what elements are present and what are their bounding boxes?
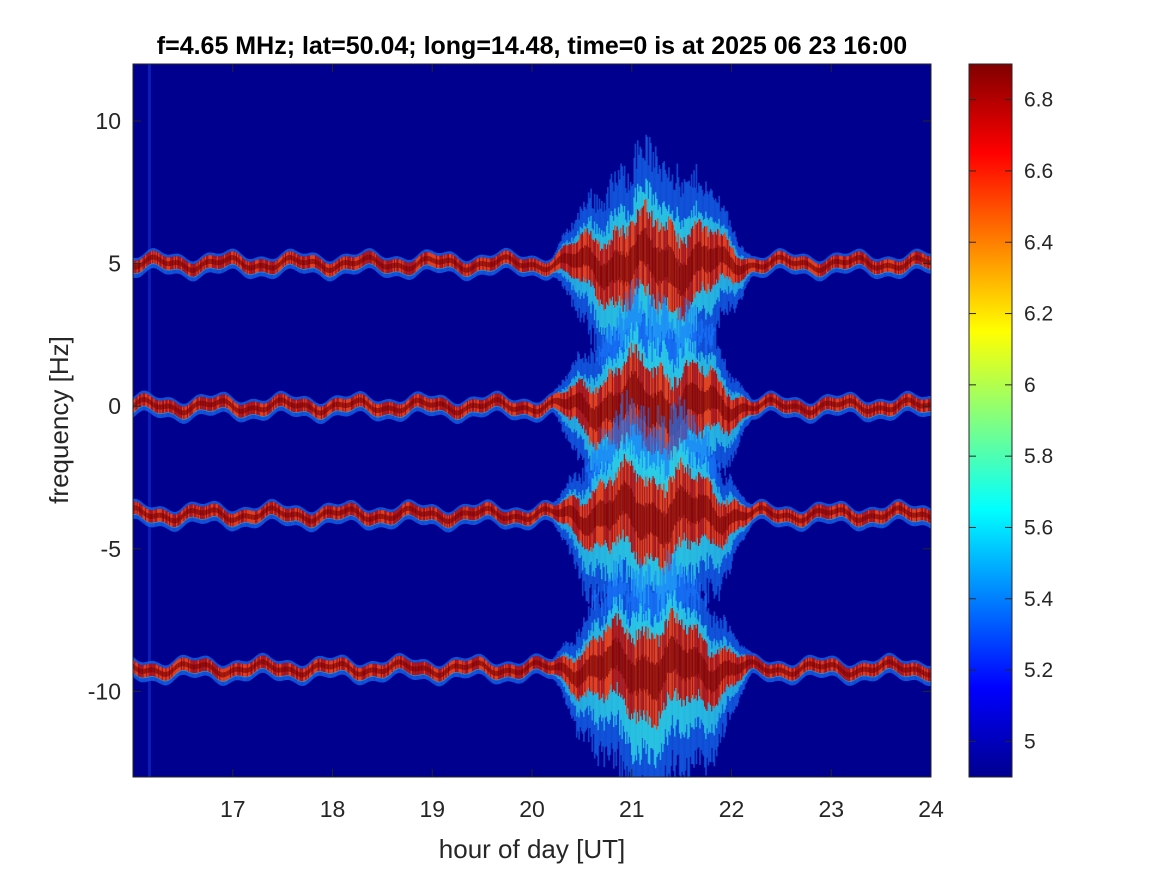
x-tick-label: 19 <box>419 796 445 822</box>
x-tick-label: 22 <box>719 796 745 822</box>
colorbar-tick-label: 6.6 <box>1024 160 1053 183</box>
colorbar-tick-label: 6.4 <box>1024 231 1054 254</box>
y-tick-label: 0 <box>108 393 121 419</box>
colorbar-tick-label: 6.2 <box>1024 303 1053 326</box>
x-axis-label: hour of day [UT] <box>439 834 625 864</box>
y-tick-label: 5 <box>108 251 121 277</box>
x-tick-label: 18 <box>320 796 346 822</box>
x-tick-label: 24 <box>918 796 944 822</box>
y-tick-label: 10 <box>95 108 121 134</box>
chart-title: f=4.65 MHz; lat=50.04; long=14.48, time=… <box>157 32 907 60</box>
colorbar-tick-label: 6 <box>1024 374 1036 397</box>
colorbar-tick-label: 5.8 <box>1024 445 1053 468</box>
colorbar-tick-label: 6.8 <box>1024 89 1053 112</box>
y-axis-ticks: 10 5 0 -5 -10 <box>88 108 931 704</box>
y-axis-label: frequency [Hz] <box>44 336 74 504</box>
colorbar <box>968 63 1013 778</box>
colorbar-tick-label: 5.4 <box>1024 588 1054 611</box>
x-tick-label: 20 <box>519 796 545 822</box>
y-tick-label: -10 <box>88 678 121 704</box>
trace-band <box>133 549 931 777</box>
x-axis-ticks: 17 18 19 20 21 22 23 24 <box>220 64 944 822</box>
y-tick-label: -5 <box>101 536 121 562</box>
trace-band <box>133 390 931 669</box>
colorbar-ticks: 6.8 6.6 6.4 6.2 6 5.8 5.6 5.4 5.2 5 <box>969 89 1054 753</box>
x-tick-label: 23 <box>818 796 844 822</box>
noise-stripe <box>147 64 151 777</box>
x-tick-label: 17 <box>220 796 246 822</box>
colorbar-tick-label: 5.2 <box>1024 659 1053 682</box>
colorbar-tick-label: 5.6 <box>1024 516 1053 539</box>
colorbar-tick-label: 5 <box>1024 730 1036 753</box>
trace-band <box>133 134 931 411</box>
x-tick-label: 21 <box>619 796 645 822</box>
spectrogram-bands <box>133 64 931 777</box>
